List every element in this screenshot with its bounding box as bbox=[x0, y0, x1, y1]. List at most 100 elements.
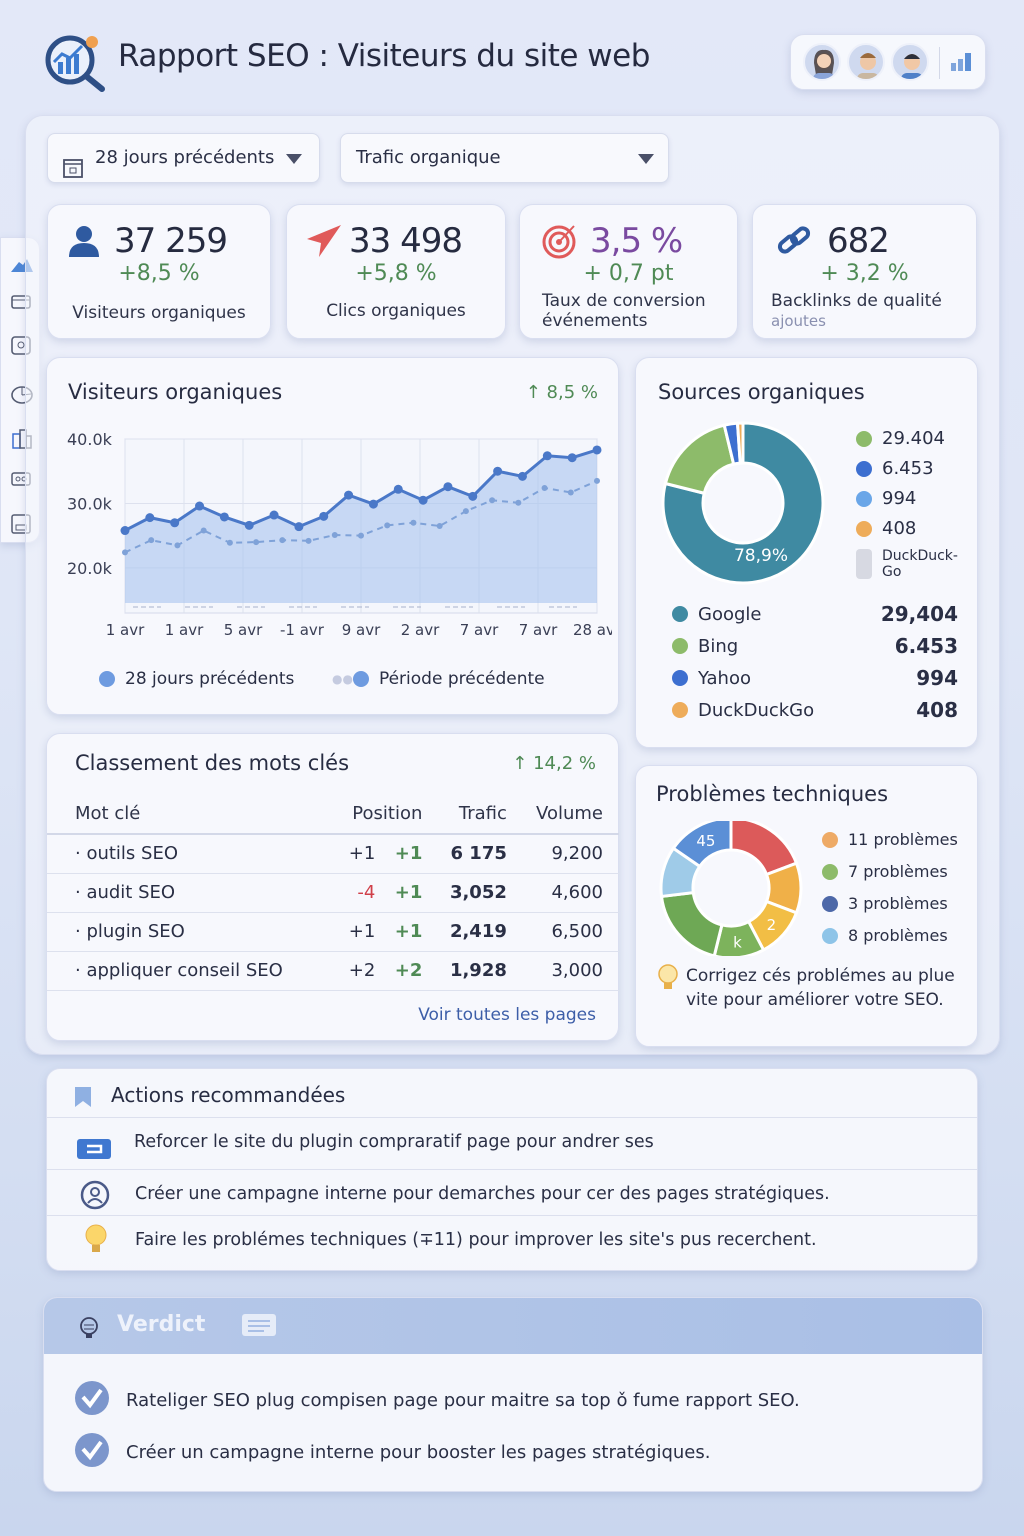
link-icon bbox=[777, 225, 813, 261]
slice-label: 2 bbox=[767, 916, 777, 934]
data-point bbox=[567, 489, 574, 496]
action-item[interactable]: Créer une campagne interne pour demarche… bbox=[47, 1169, 977, 1217]
keywords-table: Mot clé Position Trafic Volume · outils SEO… bbox=[47, 794, 619, 991]
source-name: Bing bbox=[698, 635, 739, 657]
change-cell: +1 bbox=[381, 912, 439, 952]
legend-label: 29.404 bbox=[882, 428, 945, 449]
legend-previous: ●● Période précédente bbox=[332, 669, 545, 689]
data-point bbox=[200, 527, 207, 534]
legend-label: 408 bbox=[882, 518, 917, 539]
problem-legend-item: 7 problèmes bbox=[822, 862, 948, 881]
user-avatars bbox=[790, 34, 986, 90]
plugin-card-icon bbox=[77, 1132, 115, 1180]
kpi-organic-visitors: 37 259 +8,5 % Visiteurs organiques bbox=[47, 204, 271, 339]
position-cell: +2 bbox=[338, 951, 382, 991]
change-cell: +1 bbox=[381, 873, 439, 913]
user-avatar-3[interactable] bbox=[891, 43, 929, 81]
user-icon bbox=[68, 225, 100, 261]
cursor-arrow-icon bbox=[307, 225, 341, 263]
metric-value: Trafic organique bbox=[356, 147, 501, 168]
check-circle-icon bbox=[74, 1380, 110, 1421]
col-keyword[interactable]: Mot clé bbox=[47, 794, 339, 835]
actions-card: Actions recommandées Reforcer le site du… bbox=[46, 1068, 978, 1271]
series-area bbox=[125, 449, 597, 603]
x-tick-label: 2 avr bbox=[401, 621, 440, 639]
data-point bbox=[279, 537, 286, 544]
verdict-header: Verdict bbox=[44, 1298, 982, 1354]
kpi-label: Visiteurs organiques bbox=[72, 303, 246, 323]
col-position[interactable]: Position bbox=[338, 794, 439, 835]
x-tick-label: 7 avr bbox=[460, 621, 499, 639]
keywords-trend: ↑ 14,2 % bbox=[512, 753, 596, 774]
x-tick-label: 9 avr bbox=[342, 621, 381, 639]
chart-trend: ↑ 8,5 % bbox=[525, 382, 598, 403]
bar-chart-icon[interactable] bbox=[951, 53, 975, 77]
x-tick-label: 1 avr bbox=[165, 621, 204, 639]
position-cell: -4 bbox=[338, 873, 382, 913]
legend-label: 28 jours précédents bbox=[125, 669, 295, 689]
data-point bbox=[493, 466, 503, 476]
y-tick-label: 30.0k bbox=[67, 494, 113, 513]
problem-legend-item: 8 problèmes bbox=[822, 926, 948, 945]
kpi-label-line2: événements bbox=[542, 311, 648, 331]
data-point bbox=[219, 512, 229, 522]
kpi-delta: + 0,7 pt bbox=[583, 261, 674, 286]
keyword-cell: · audit SEO bbox=[47, 873, 339, 913]
table-row[interactable]: · appliquer conseil SEO +2 +2 1,928 3,000 bbox=[47, 951, 619, 991]
source-name: Yahoo bbox=[698, 667, 751, 689]
kpi-value: 3,5 % bbox=[590, 221, 683, 261]
col-volume[interactable]: Volume bbox=[522, 794, 619, 835]
kpi-conversion-rate: 3,5 % + 0,7 pt Taux de conversion événem… bbox=[519, 204, 738, 339]
user-avatar-2[interactable] bbox=[847, 43, 885, 81]
metric-dropdown[interactable]: Trafic organique bbox=[340, 133, 669, 183]
kpi-backlinks: 682 + 3,2 % Backlinks de qualité ajoutes bbox=[752, 204, 977, 339]
table-row[interactable]: · plugin SEO +1 +1 2,419 6,500 bbox=[47, 912, 619, 952]
data-point bbox=[418, 495, 428, 505]
tech-problems-card: Problèmes techniques 2 k 45 11 problèmes 7 … bbox=[635, 765, 978, 1047]
data-point bbox=[244, 520, 254, 530]
user-circle-icon bbox=[80, 1180, 110, 1229]
keyword-cell: · outils SEO bbox=[47, 834, 339, 874]
view-all-pages-link[interactable]: Voir toutes les pages bbox=[418, 1005, 596, 1025]
divider bbox=[939, 47, 940, 79]
message-icon[interactable] bbox=[242, 1314, 276, 1344]
data-point bbox=[331, 532, 338, 539]
slice-label: 45 bbox=[696, 832, 715, 850]
donut-slice bbox=[661, 421, 825, 585]
data-point bbox=[368, 499, 378, 509]
side-legend-item: 29.404 bbox=[856, 428, 945, 449]
table-row[interactable]: · outils SEO +1 +1 6 175 9,200 bbox=[47, 834, 619, 874]
donut-slice bbox=[663, 423, 736, 496]
data-point bbox=[358, 532, 364, 539]
side-legend-item: DuckDuck-Go bbox=[856, 548, 962, 580]
donut-slice bbox=[671, 821, 733, 869]
source-row: Bing 6.453 bbox=[672, 634, 958, 658]
action-text: Faire les problémes techniques (∓11) pou… bbox=[135, 1230, 817, 1250]
col-traffic[interactable]: Trafic bbox=[438, 794, 523, 835]
table-row[interactable]: · audit SEO -4 +1 3,052 4,600 bbox=[47, 873, 619, 913]
data-point bbox=[294, 522, 304, 532]
target-icon bbox=[542, 223, 578, 263]
keyword-cell: · appliquer conseil SEO bbox=[47, 951, 339, 991]
action-item[interactable]: Faire les problémes techniques (∓11) pou… bbox=[47, 1215, 977, 1263]
y-tick-label: 20.0k bbox=[67, 559, 113, 578]
x-tick-label: 7 avr bbox=[519, 621, 558, 639]
legend-label: 11 problèmes bbox=[848, 830, 958, 849]
legend-label: DuckDuck-Go bbox=[882, 548, 958, 580]
period-dropdown[interactable]: 28 jours précédents bbox=[47, 133, 320, 183]
kpi-label-line2: ajoutes bbox=[771, 312, 826, 330]
page-title: Rapport SEO : Visiteurs du site web bbox=[118, 38, 650, 74]
data-point bbox=[344, 490, 354, 500]
user-avatar-1[interactable] bbox=[803, 43, 841, 81]
action-item[interactable]: Reforcer le site du plugin compraratif p… bbox=[47, 1117, 977, 1165]
data-point bbox=[592, 445, 602, 455]
legend-label: 6.453 bbox=[882, 458, 934, 479]
legend-current: 28 jours précédents bbox=[99, 669, 294, 689]
data-point bbox=[145, 513, 155, 523]
traffic-cell: 2,419 bbox=[438, 912, 523, 952]
keywords-title: Classement des mots clés bbox=[75, 751, 350, 775]
chevron-down-icon bbox=[638, 154, 654, 164]
data-point bbox=[443, 482, 453, 492]
legend-label: 3 problèmes bbox=[848, 894, 948, 913]
chevron-down-icon bbox=[286, 154, 302, 164]
